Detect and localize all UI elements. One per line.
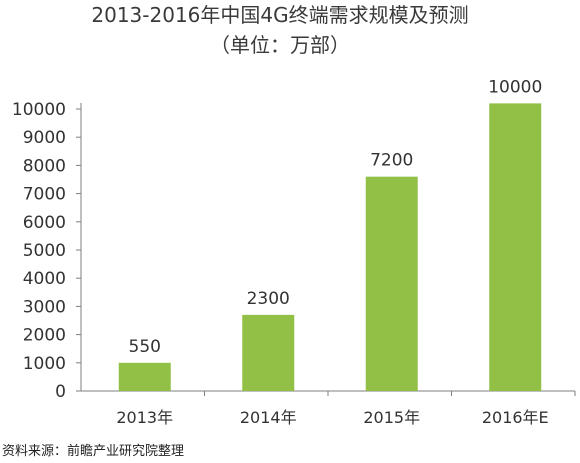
- y-tick-label: 0: [55, 382, 66, 402]
- source-note: 资料来源：前瞻产业研究院整理: [2, 444, 185, 459]
- y-tick-label: 2000: [23, 326, 66, 346]
- chart-subtitle: （单位：万部）: [210, 33, 350, 57]
- bar: [489, 103, 542, 392]
- y-tick-label: 7000: [23, 185, 66, 205]
- bar: [365, 176, 418, 391]
- data-label: 2300: [247, 289, 290, 309]
- y-tick-label: 10000: [12, 100, 66, 120]
- data-label: 10000: [488, 77, 542, 97]
- x-tick-label: 2014年: [240, 408, 297, 427]
- chart-title: 2013-2016年中国4G终端需求规模及预测: [91, 3, 469, 27]
- x-tick-label: 2016年E: [482, 408, 549, 427]
- bar: [242, 314, 295, 391]
- y-tick-label: 1000: [23, 354, 66, 374]
- y-tick-label: 9000: [23, 128, 66, 148]
- x-tick-label: 2013年: [116, 408, 173, 427]
- y-tick-label: 5000: [23, 241, 66, 261]
- x-tick-label: 2015年: [363, 408, 420, 427]
- data-label: 7200: [370, 151, 413, 171]
- data-label: 550: [129, 337, 161, 357]
- bar: [118, 362, 171, 391]
- y-tick-label: 6000: [23, 213, 66, 233]
- y-tick-label: 4000: [23, 269, 66, 289]
- y-tick-label: 3000: [23, 297, 66, 317]
- y-tick-label: 8000: [23, 156, 66, 176]
